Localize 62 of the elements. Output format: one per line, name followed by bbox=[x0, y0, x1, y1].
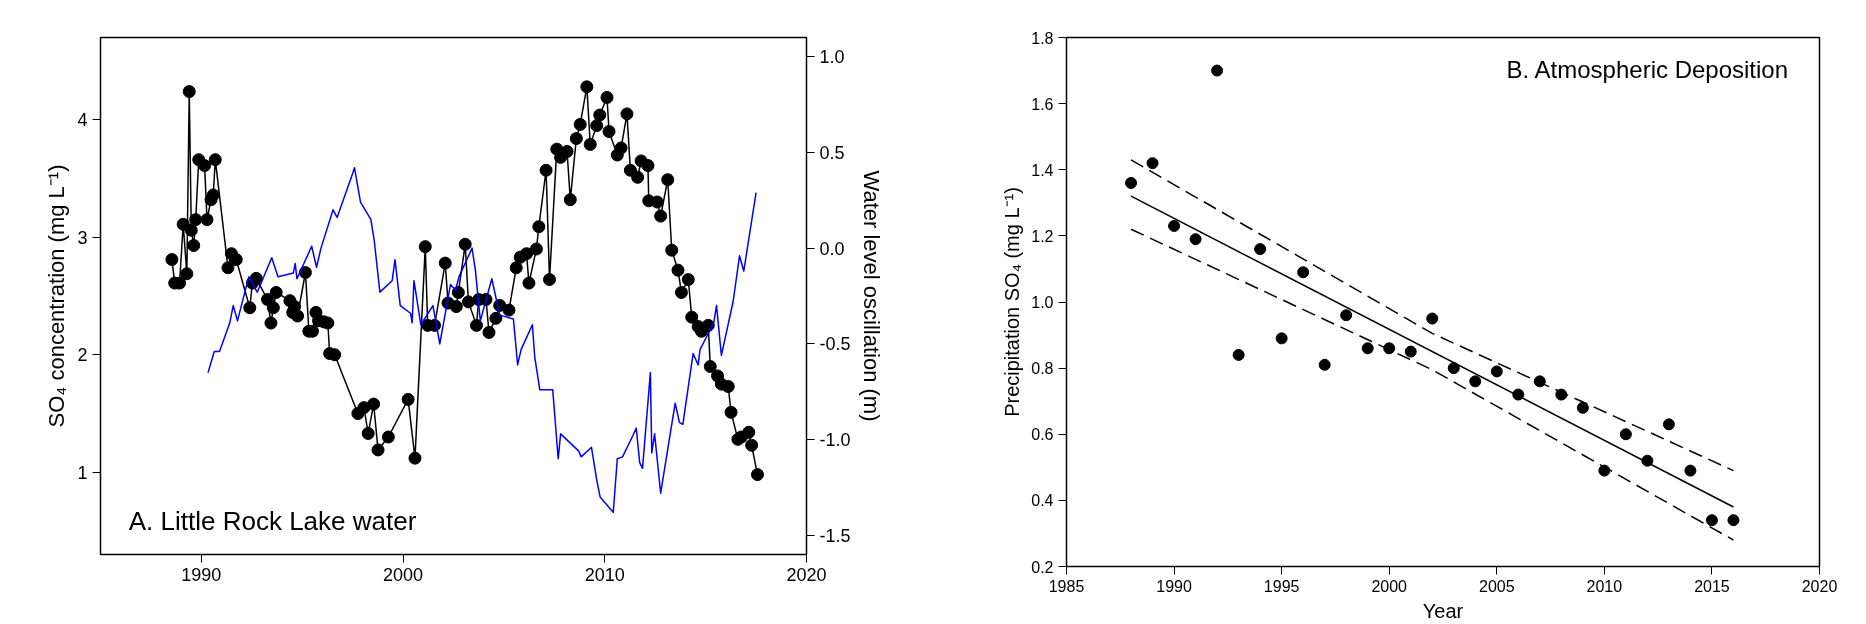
point bbox=[1211, 64, 1224, 77]
x-tick-label: 2010 bbox=[1586, 577, 1623, 595]
x-tick-label: 2000 bbox=[383, 564, 424, 585]
y2-axis-title: Water level oscillation (m) bbox=[858, 170, 884, 422]
point bbox=[1469, 375, 1482, 388]
x-tick-label: 2020 bbox=[786, 564, 827, 585]
point bbox=[1146, 157, 1159, 170]
point bbox=[1662, 418, 1675, 431]
annotation: B. Atmospheric Deposition bbox=[1506, 56, 1789, 84]
y2-tick-label: -1.0 bbox=[819, 430, 851, 451]
point bbox=[1340, 309, 1353, 322]
y-tick-label: 0.2 bbox=[1031, 558, 1054, 576]
point bbox=[1576, 401, 1589, 414]
y2-tick-label: 0.5 bbox=[819, 142, 845, 163]
point bbox=[1447, 362, 1460, 375]
point bbox=[1297, 266, 1310, 279]
x-tick-label: 2010 bbox=[584, 564, 625, 585]
y-tick-label: 1.4 bbox=[1031, 161, 1054, 179]
y2-tick-label: -0.5 bbox=[819, 334, 851, 355]
x-tick-label: 1990 bbox=[1156, 577, 1192, 595]
point bbox=[1619, 428, 1632, 441]
x-tick-label: 2015 bbox=[1694, 577, 1730, 595]
annotation: A. Little Rock Lake water bbox=[128, 506, 417, 537]
point bbox=[1361, 342, 1374, 355]
point bbox=[1168, 219, 1181, 232]
y-tick-label: 1.2 bbox=[1031, 227, 1054, 245]
y-tick-label: 0.6 bbox=[1031, 426, 1054, 444]
y-tick-label: 1.8 bbox=[1031, 29, 1054, 47]
y-axis-title: SO₄ concentration (mg L⁻¹) bbox=[44, 164, 70, 428]
x-tick-label: 2005 bbox=[1478, 577, 1515, 595]
y-axis-title: Precipitation SO₄ (mg L⁻¹) bbox=[1001, 187, 1024, 417]
y-tick-label: 2 bbox=[77, 345, 88, 366]
point bbox=[1490, 365, 1503, 378]
y-tick-label: 0.4 bbox=[1031, 492, 1054, 510]
point bbox=[1318, 358, 1331, 371]
point bbox=[1404, 345, 1417, 358]
point bbox=[1189, 233, 1202, 246]
x-tick-label: 1985 bbox=[1048, 577, 1085, 595]
point bbox=[1254, 243, 1267, 256]
point bbox=[1383, 342, 1396, 355]
y-tick-label: 1.0 bbox=[1031, 294, 1054, 311]
x-tick-label: 1990 bbox=[181, 564, 222, 585]
y-tick-label: 1 bbox=[77, 462, 88, 483]
y-tick-label: 1.6 bbox=[1031, 95, 1054, 113]
x-tick-label: 1995 bbox=[1263, 577, 1300, 595]
x-tick-label: 2000 bbox=[1371, 577, 1408, 595]
point bbox=[1275, 332, 1288, 345]
y-tick-label: 0.8 bbox=[1031, 360, 1054, 378]
y-tick-label: 3 bbox=[77, 227, 88, 248]
point bbox=[1125, 176, 1138, 189]
y2-tick-label: 1.0 bbox=[819, 47, 845, 68]
point bbox=[1705, 514, 1718, 527]
x-tick-label: 2020 bbox=[1801, 577, 1838, 595]
point bbox=[1232, 348, 1245, 361]
point bbox=[1426, 312, 1439, 325]
y-tick-label: 4 bbox=[77, 110, 88, 131]
y2-tick-label: -1.5 bbox=[819, 525, 851, 546]
point bbox=[1684, 464, 1697, 477]
x-axis-title: Year bbox=[1422, 599, 1464, 622]
point bbox=[1598, 464, 1611, 477]
point bbox=[1727, 514, 1740, 527]
y2-tick-label: 0.0 bbox=[819, 238, 845, 259]
